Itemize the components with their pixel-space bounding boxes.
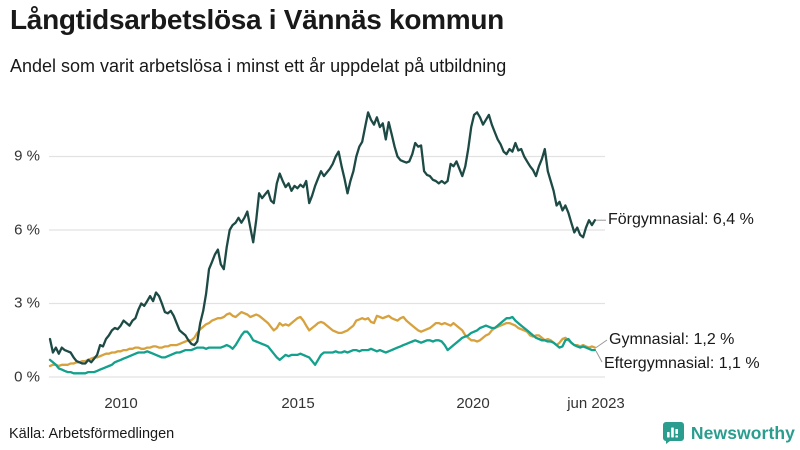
newsworthy-icon [662, 422, 684, 444]
newsworthy-logo[interactable]: Newsworthy [662, 421, 795, 445]
x-axis-tick-2020: 2020 [456, 395, 490, 412]
chart-subtitle: Andel som varit arbetslösa i minst ett å… [10, 56, 507, 76]
y-axis-tick-6: 6 % [14, 221, 40, 239]
y-axis-tick-3: 3 % [14, 294, 40, 312]
series-label-eftergymnasial: Eftergymnasial: 1,1 % [604, 355, 760, 372]
x-axis-tick-jun2023: jun 2023 [567, 395, 625, 412]
source-note: Källa: Arbetsförmedlingen [9, 426, 175, 442]
x-axis-tick-2010: 2010 [104, 395, 138, 412]
x-axis-tick-2015: 2015 [281, 395, 315, 412]
y-axis-tick-0: 0 % [14, 368, 40, 386]
series-label-forgymnasial: Förgymnasial: 6,4 % [608, 211, 754, 228]
y-axis-tick-9: 9 % [14, 147, 40, 165]
chart-title: Långtidsarbetslösa i Vännäs kommun [10, 4, 504, 35]
newsworthy-wordmark: Newsworthy [690, 422, 795, 443]
series-label-gymnasial: Gymnasial: 1,2 % [609, 331, 735, 348]
